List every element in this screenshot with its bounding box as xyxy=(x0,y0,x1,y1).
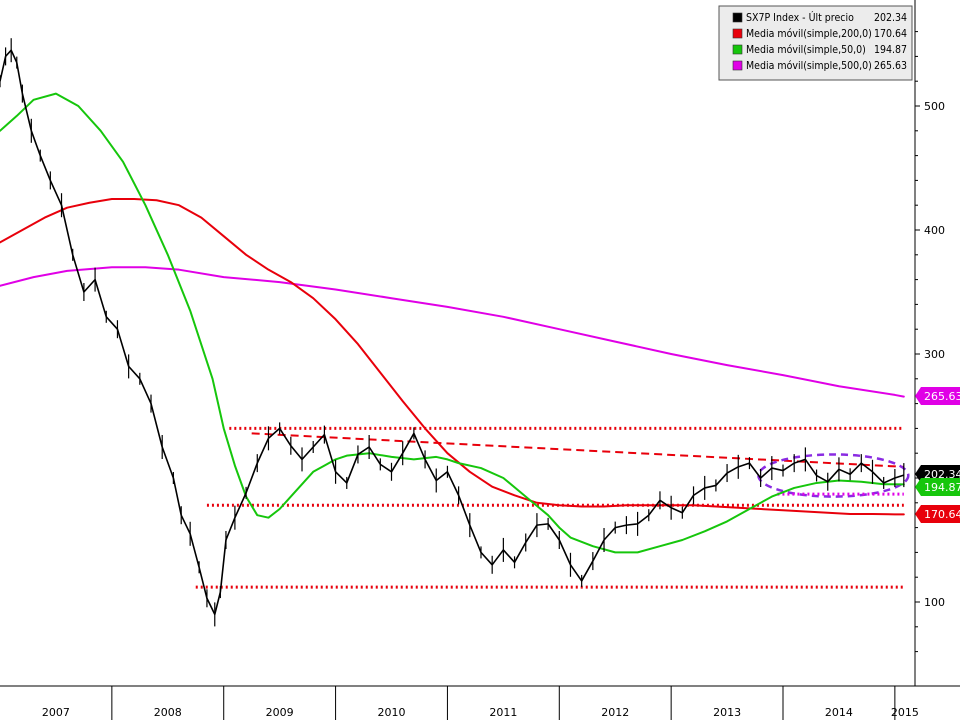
x-tick-label: 2007 xyxy=(42,706,70,719)
legend-swatch xyxy=(732,12,743,23)
tag-value: 170.64 xyxy=(924,508,960,521)
series-line-price xyxy=(0,49,905,616)
trend-line xyxy=(251,432,904,468)
x-tick-label: 2008 xyxy=(154,706,182,719)
legend-label: SX7P Index - Últ precio xyxy=(746,11,854,24)
tag-shape xyxy=(915,387,960,405)
last-value-tag-ma200: 170.64 xyxy=(915,505,960,523)
x-tick-label: 2010 xyxy=(378,706,406,719)
last-value-tag-ma500: 265.63 xyxy=(915,387,960,405)
y-tick-label: 100 xyxy=(924,596,945,609)
x-tick-label: 2015 xyxy=(891,706,919,719)
x-tick-label: 2009 xyxy=(266,706,294,719)
legend-label: Media móvil(simple,200,0) xyxy=(746,28,872,40)
legend-value: 194.87 xyxy=(874,44,907,56)
legend-item-ma200: Media móvil(simple,200,0) 170.64 xyxy=(732,28,907,40)
legend-label: Media móvil(simple,50,0) xyxy=(746,44,866,56)
legend-label: Media móvil(simple,500,0) xyxy=(746,60,872,72)
tag-shape xyxy=(915,505,960,523)
tag-value: 194.87 xyxy=(924,481,960,494)
legend-swatch xyxy=(732,60,743,71)
legend-value: 265.63 xyxy=(874,60,907,72)
series-line-ma500 xyxy=(0,266,905,398)
legend-swatch xyxy=(732,28,743,39)
y-tick-label: 300 xyxy=(924,348,945,361)
x-tick-label: 2011 xyxy=(489,706,517,719)
x-ticks: 2007 2008 2009 2010 2011 2012 2013 2014 2015 xyxy=(42,686,919,720)
legend-item-ma50: Media móvil(simple,50,0) 194.87 xyxy=(732,44,907,56)
legend-item-price: SX7P Index - Últ precio 202.34 xyxy=(732,11,907,24)
y-tick-label: 400 xyxy=(924,224,945,237)
legend-value: 202.34 xyxy=(874,12,907,24)
legend-box xyxy=(718,5,913,81)
legend-swatch xyxy=(732,44,743,55)
y-tick-label: 500 xyxy=(924,100,945,113)
tag-value: 202.34 xyxy=(924,468,960,481)
tag-value: 265.63 xyxy=(924,390,960,403)
x-tick-label: 2014 xyxy=(825,706,853,719)
x-tick-label: 2012 xyxy=(601,706,629,719)
series-group xyxy=(0,38,905,627)
legend-value: 170.64 xyxy=(874,28,907,40)
last-value-tag-ma50: 194.87 xyxy=(915,478,960,496)
legend-item-ma500: Media móvil(simple,500,0) 265.63 xyxy=(732,60,907,72)
tag-shape xyxy=(915,478,960,496)
x-tick-label: 2013 xyxy=(713,706,741,719)
